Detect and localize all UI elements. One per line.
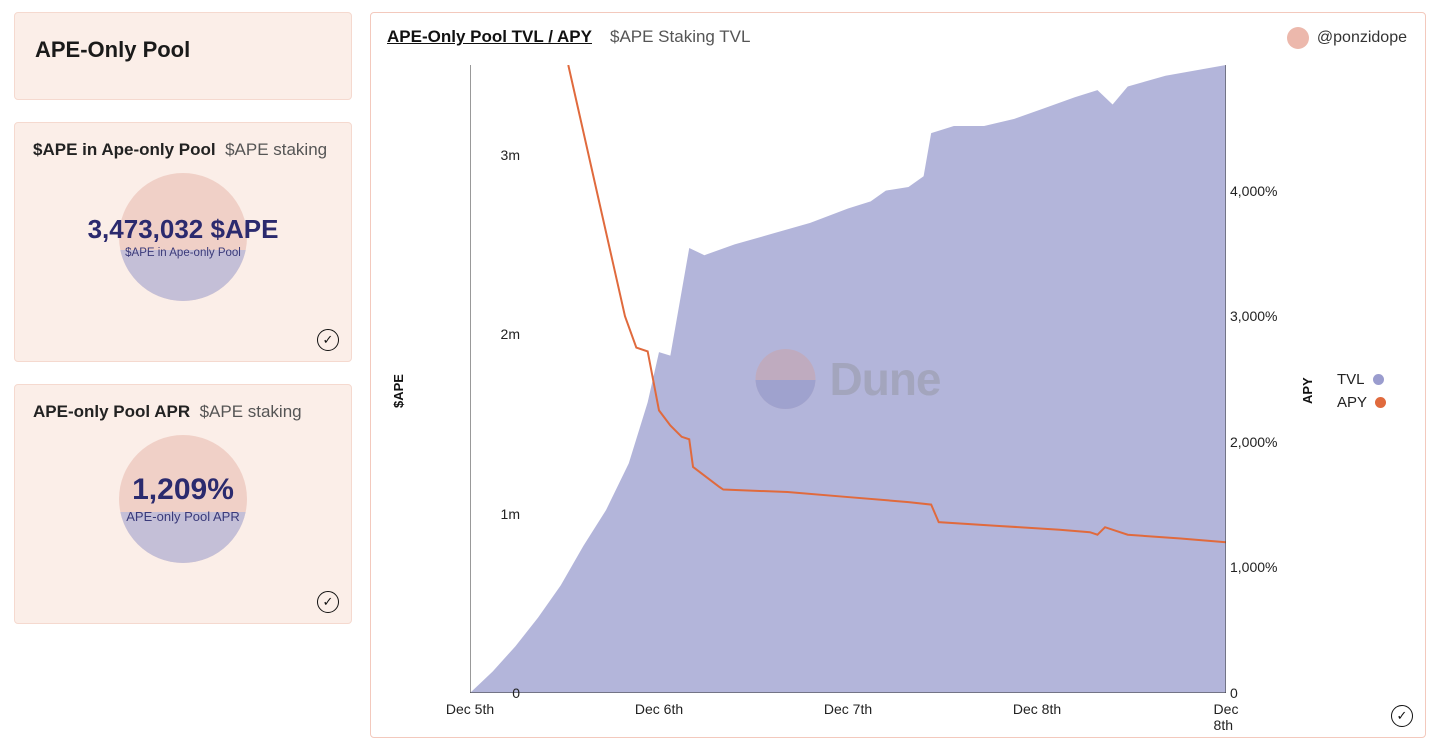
metric-tile-apr: APE-only Pool APR $APE staking 1,209% AP… bbox=[14, 384, 352, 624]
metric-value: 3,473,032 $APE bbox=[88, 214, 279, 245]
metric-title-strong: $APE in Ape-only Pool bbox=[33, 140, 216, 159]
author-badge[interactable]: @ponzidope bbox=[1287, 27, 1407, 49]
verified-check-icon[interactable]: ✓ bbox=[317, 591, 339, 613]
avatar-icon bbox=[1287, 27, 1309, 49]
y-axis-right-ticks: 01,000%2,000%3,000%4,000% bbox=[1230, 65, 1292, 693]
metric-caption: $APE in Ape-only Pool bbox=[125, 247, 241, 259]
legend-label: APY bbox=[1337, 394, 1367, 411]
metric-tile-tvl: $APE in Ape-only Pool $APE staking 3,473… bbox=[14, 122, 352, 362]
y-axis-right-label: APY bbox=[1296, 57, 1319, 725]
chart-subtitle: $APE Staking TVL bbox=[610, 27, 751, 47]
chart-header: APE-Only Pool TVL / APY $APE Staking TVL bbox=[387, 27, 1409, 47]
chart-title-link[interactable]: APE-Only Pool TVL / APY bbox=[387, 27, 592, 47]
y-axis-left-ticks: 01m2m3m bbox=[412, 65, 466, 693]
metric-body: 1,209% APE-only Pool APR bbox=[33, 424, 333, 574]
legend-label: TVL bbox=[1337, 371, 1365, 388]
metric-head: $APE in Ape-only Pool $APE staking bbox=[33, 139, 333, 162]
x-axis-ticks: Dec 5thDec 6thDec 7thDec 8thDec 8th bbox=[470, 697, 1226, 725]
plot-area[interactable]: 01m2m3m 01,000%2,000%3,000%4,000% Dune bbox=[410, 57, 1296, 697]
verified-check-icon[interactable]: ✓ bbox=[317, 329, 339, 351]
sidebar: APE-Only Pool $APE in Ape-only Pool $APE… bbox=[14, 12, 352, 738]
metric-title-thin: $APE staking bbox=[200, 402, 302, 421]
chart-svg bbox=[470, 65, 1226, 693]
metric-title-strong: APE-only Pool APR bbox=[33, 402, 190, 421]
metric-body: 3,473,032 $APE $APE in Ape-only Pool bbox=[33, 162, 333, 312]
metric-value: 1,209% bbox=[132, 473, 234, 507]
plot-wrap: 01m2m3m 01,000%2,000%3,000%4,000% Dune D… bbox=[410, 57, 1296, 725]
metric-caption: APE-only Pool APR bbox=[126, 509, 239, 524]
author-handle: @ponzidope bbox=[1317, 29, 1407, 47]
pool-title: APE-Only Pool bbox=[33, 29, 333, 85]
legend-dot-icon bbox=[1375, 397, 1386, 408]
legend-item-tvl[interactable]: TVL bbox=[1337, 371, 1409, 388]
legend-item-apy[interactable]: APY bbox=[1337, 394, 1409, 411]
chart-panel: APE-Only Pool TVL / APY $APE Staking TVL… bbox=[370, 12, 1426, 738]
verified-check-icon[interactable]: ✓ bbox=[1391, 705, 1413, 727]
chart-body: $APE 01m2m3m 01,000%2,000%3,000%4,000% D… bbox=[387, 47, 1409, 725]
metric-title-thin: $APE staking bbox=[225, 140, 327, 159]
header-tile: APE-Only Pool bbox=[14, 12, 352, 100]
y-axis-left-label: $APE bbox=[387, 57, 410, 725]
legend-dot-icon bbox=[1373, 374, 1384, 385]
metric-head: APE-only Pool APR $APE staking bbox=[33, 401, 333, 424]
chart-legend: TVL APY bbox=[1319, 57, 1409, 725]
